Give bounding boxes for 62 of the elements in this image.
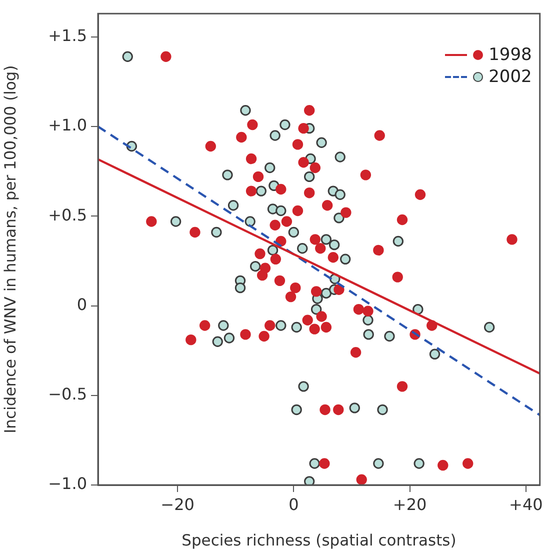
point — [291, 404, 302, 416]
point — [377, 404, 388, 416]
point — [373, 458, 384, 469]
point — [250, 260, 261, 272]
point — [298, 381, 309, 392]
point — [316, 137, 327, 148]
point — [304, 171, 315, 182]
x-tick-label: +20 — [392, 494, 427, 514]
y-tick-label: +0.5 — [48, 205, 87, 224]
point — [320, 234, 332, 245]
point — [412, 304, 424, 315]
point — [240, 105, 251, 116]
y-tick-label: +1.0 — [48, 116, 87, 135]
point — [264, 162, 276, 174]
point — [267, 244, 278, 256]
point — [256, 186, 267, 196]
point — [244, 216, 256, 227]
point — [228, 200, 239, 211]
point — [320, 288, 332, 299]
point — [276, 205, 286, 216]
point — [276, 320, 286, 331]
point — [349, 402, 360, 414]
point — [291, 322, 302, 333]
point — [334, 189, 346, 200]
point — [328, 239, 340, 250]
x-tick-label: −20 — [160, 494, 194, 514]
point — [222, 170, 233, 180]
point — [288, 226, 300, 238]
point — [170, 216, 182, 227]
x-tick-label: +40 — [509, 494, 543, 514]
point — [234, 282, 246, 294]
point — [304, 476, 315, 485]
legend-label: 1998 — [488, 44, 532, 66]
y-tick-label: 0 — [76, 294, 87, 314]
point — [334, 212, 344, 224]
point — [310, 304, 322, 315]
point — [414, 458, 424, 469]
point — [218, 320, 229, 331]
point — [211, 226, 222, 238]
y-tick-label: −1.0 — [48, 474, 87, 494]
legend-label: 2002 — [488, 66, 532, 88]
point — [122, 51, 133, 62]
y-axis-title: Incidence of WNV in humans, per 100,000 (log) — [1, 65, 20, 434]
point — [363, 329, 374, 340]
point — [309, 458, 320, 469]
point — [362, 314, 374, 326]
point — [384, 330, 395, 342]
point — [429, 348, 440, 360]
y-tick-label: +1.5 — [48, 26, 87, 46]
point — [280, 119, 290, 130]
point — [334, 152, 346, 162]
point — [392, 236, 404, 247]
point — [340, 254, 351, 265]
x-tick-label: 0 — [288, 494, 299, 514]
point — [224, 332, 235, 344]
point — [484, 322, 495, 333]
x-axis-title: Species richness (spatial contrasts) — [182, 532, 456, 550]
y-tick-label: −0.5 — [48, 384, 87, 404]
point — [297, 243, 308, 254]
point — [267, 204, 278, 214]
point — [270, 130, 280, 141]
point — [212, 336, 223, 347]
